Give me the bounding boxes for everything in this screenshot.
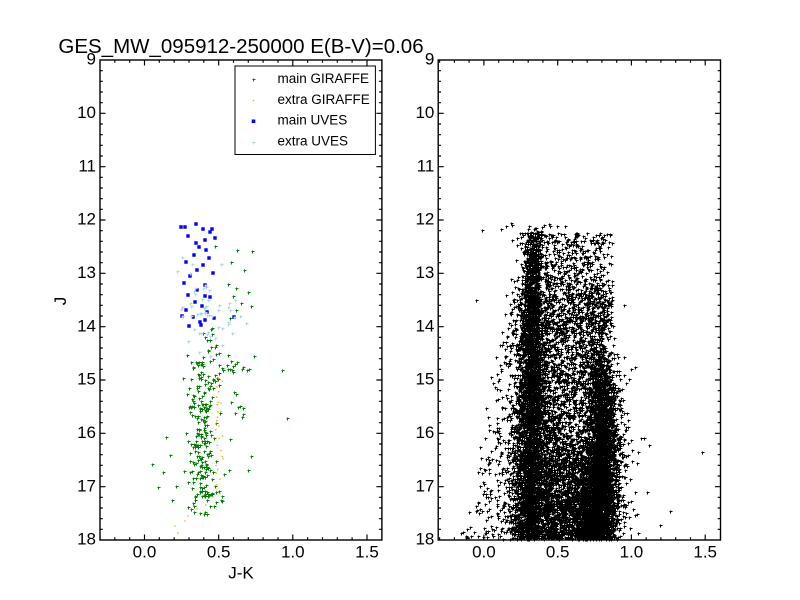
svg-text:main GIRAFFE: main GIRAFFE (278, 71, 370, 86)
svg-text:GES_MW_095912-250000 E(B-V)=0.: GES_MW_095912-250000 E(B-V)=0.06 (58, 35, 423, 58)
svg-text:14: 14 (77, 316, 96, 335)
svg-text:1.5: 1.5 (693, 543, 717, 562)
svg-text:0.5: 0.5 (207, 543, 231, 562)
svg-text:13: 13 (415, 263, 434, 282)
svg-text:main UVES: main UVES (278, 113, 348, 128)
svg-text:17: 17 (77, 476, 96, 495)
svg-text:16: 16 (415, 423, 434, 442)
svg-text:0.5: 0.5 (546, 543, 570, 562)
svg-text:J-K: J-K (228, 564, 254, 583)
svg-text:15: 15 (415, 370, 434, 389)
svg-text:1.0: 1.0 (620, 543, 644, 562)
svg-text:1.0: 1.0 (281, 543, 305, 562)
svg-text:0.0: 0.0 (133, 543, 157, 562)
svg-text:11: 11 (78, 156, 96, 175)
svg-text:11: 11 (417, 156, 435, 175)
svg-text:9: 9 (425, 50, 434, 69)
svg-text:9: 9 (87, 50, 96, 69)
svg-text:J: J (51, 297, 70, 306)
svg-text:extra UVES: extra UVES (278, 134, 349, 149)
svg-text:16: 16 (77, 423, 96, 442)
svg-text:17: 17 (415, 476, 434, 495)
svg-text:12: 12 (77, 210, 96, 229)
svg-text:18: 18 (77, 530, 96, 549)
svg-text:10: 10 (77, 103, 96, 122)
svg-text:18: 18 (415, 530, 434, 549)
svg-text:14: 14 (415, 316, 434, 335)
svg-text:15: 15 (77, 370, 96, 389)
svg-text:13: 13 (77, 263, 96, 282)
svg-text:extra GIRAFFE: extra GIRAFFE (278, 92, 370, 107)
svg-text:10: 10 (415, 103, 434, 122)
svg-text:12: 12 (415, 210, 434, 229)
svg-text:1.5: 1.5 (355, 543, 379, 562)
svg-text:0.0: 0.0 (472, 543, 496, 562)
